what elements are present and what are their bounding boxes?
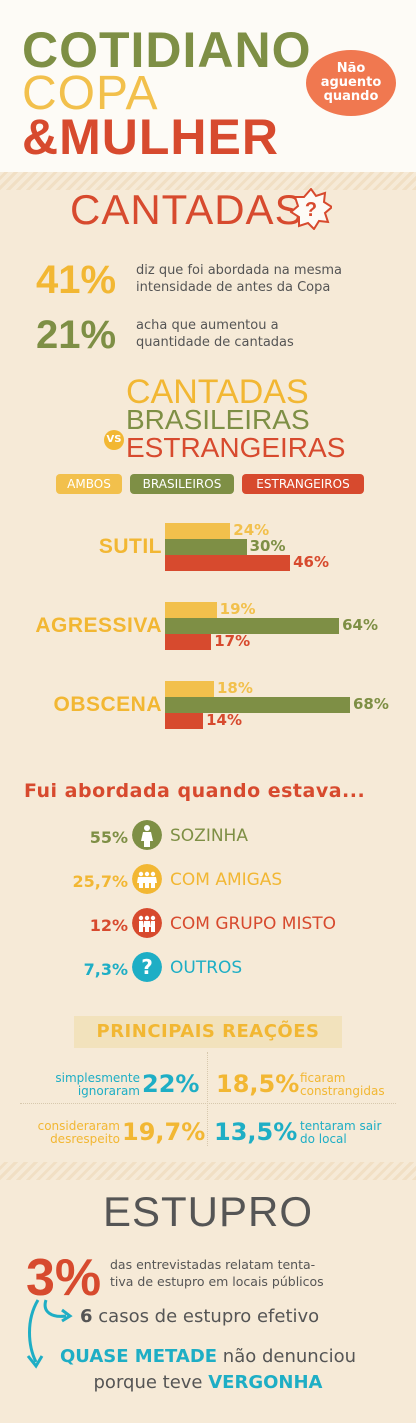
nao-aguento-badge: Não aguento quando bbox=[306, 50, 396, 116]
bar-value-label: 30% bbox=[249, 537, 286, 555]
question-mark: ? bbox=[305, 199, 317, 221]
abordada-label-amigas: COM AMIGAS bbox=[170, 870, 283, 890]
reacao-ignoraram-text: simplesmente ignoraram bbox=[55, 1071, 140, 1098]
abordada-label-misto: COM GRUPO MISTO bbox=[170, 914, 337, 934]
question-icon: ? bbox=[132, 952, 162, 982]
bar-estrangeiros-obscena bbox=[165, 713, 204, 729]
cantadas-heading: CANTADAS bbox=[70, 186, 304, 233]
vs-icon: VS bbox=[104, 430, 124, 450]
bar-ambos-agressiva bbox=[165, 602, 217, 618]
reacoes-divider-vertical bbox=[207, 1052, 208, 1146]
estupro-final-line1: QUASE METADE não denunciou bbox=[59, 1346, 357, 1367]
question-burst-icon: ? bbox=[290, 188, 332, 230]
title-line-1: COTIDIANO bbox=[22, 22, 312, 78]
reacao-ignoraram-value: 22% bbox=[142, 1070, 200, 1098]
bar-ambos-sutil bbox=[165, 523, 231, 539]
legend-estrangeiros: ESTRANGEIROS bbox=[242, 474, 364, 494]
divider-stripe-2 bbox=[0, 1162, 416, 1180]
stat1-value: 41% bbox=[36, 258, 117, 302]
title-line-2: COPA bbox=[22, 67, 159, 120]
bar-estrangeiros-sutil bbox=[165, 555, 291, 571]
estupro-text: das entrevistadas relatam tenta-tiva de … bbox=[110, 1257, 324, 1289]
women-group-icon bbox=[132, 864, 162, 894]
header: COTIDIANO COPA &MULHER Não aguento quand… bbox=[0, 0, 416, 172]
bar-estrangeiros-agressiva bbox=[165, 634, 212, 650]
bar-value-label: 17% bbox=[214, 632, 251, 650]
bar-value-label: 68% bbox=[352, 695, 389, 713]
bar-brasileiros-agressiva bbox=[165, 618, 340, 634]
estupro-final-line2: porque teve VERGONHA bbox=[93, 1372, 323, 1393]
abordada-pct-outros: 7,3% bbox=[83, 960, 128, 979]
category-label: AGRESSIVA bbox=[35, 614, 162, 637]
svg-text:?: ? bbox=[141, 955, 153, 979]
stat2-value: 21% bbox=[36, 313, 117, 357]
abordada-pct-amigas: 25,7% bbox=[72, 872, 128, 891]
legend-ambos: AMBOS bbox=[56, 474, 122, 494]
category-label: SUTIL bbox=[98, 535, 162, 558]
abordada-pct-sozinha: 55% bbox=[89, 828, 128, 847]
reacao-desrespeito-text: consideraram desrespeito bbox=[37, 1119, 120, 1146]
person-icon bbox=[132, 820, 162, 850]
stat2-text: acha que aumentou a quantidade de cantad… bbox=[136, 318, 294, 350]
reacoes-divider-horizontal bbox=[20, 1103, 396, 1104]
reacao-constrangidas-value: 18,5% bbox=[216, 1070, 300, 1098]
abordada-pct-misto: 12% bbox=[89, 916, 128, 935]
stat1-text: diz que foi abordada na mesma intensidad… bbox=[136, 263, 342, 295]
estupro-heading: ESTUPRO bbox=[102, 1188, 314, 1235]
legend-brasileiros: BRASILEIROS bbox=[130, 474, 234, 494]
title-line-3: &MULHER bbox=[22, 109, 279, 165]
estupro-casos: 6 casos de estupro efetivo bbox=[80, 1306, 320, 1327]
curved-arrows-icon bbox=[26, 1299, 73, 1369]
bar-value-label: 64% bbox=[342, 616, 378, 634]
bar-ambos-obscena bbox=[165, 681, 214, 697]
abordada-heading: Fui abordada quando estava... bbox=[24, 780, 366, 802]
bar-brasileiros-obscena bbox=[165, 697, 350, 713]
divider-stripe bbox=[0, 172, 416, 190]
bar-value-label: 14% bbox=[206, 711, 242, 729]
reacao-sair-value: 13,5% bbox=[214, 1118, 298, 1146]
mixed-group-icon bbox=[132, 908, 162, 938]
abordada-label-sozinha: SOZINHA bbox=[170, 826, 248, 846]
bar-value-label: 24% bbox=[233, 521, 270, 539]
reacao-constrangidas-text: ficaram constrangidas bbox=[300, 1071, 385, 1098]
comparison-title-3: ESTRANGEIRAS bbox=[126, 432, 346, 463]
reacao-sair-text: tentaram sair do local bbox=[300, 1119, 382, 1146]
bar-value-label: 18% bbox=[216, 679, 253, 697]
bar-value-label: 19% bbox=[219, 600, 256, 618]
category-label: OBSCENA bbox=[53, 693, 162, 716]
comparison-title-2: BRASILEIRAS bbox=[126, 404, 310, 435]
reacoes-heading: PRINCIPAIS REAÇÕES bbox=[74, 1016, 342, 1048]
bar-brasileiros-sutil bbox=[165, 539, 247, 555]
comparison-title-1: CANTADAS bbox=[126, 373, 309, 411]
bar-value-label: 46% bbox=[293, 553, 330, 571]
reacao-desrespeito-value: 19,7% bbox=[122, 1118, 206, 1146]
estupro-pct: 3% bbox=[26, 1249, 102, 1307]
abordada-label-outros: OUTROS bbox=[170, 958, 243, 978]
